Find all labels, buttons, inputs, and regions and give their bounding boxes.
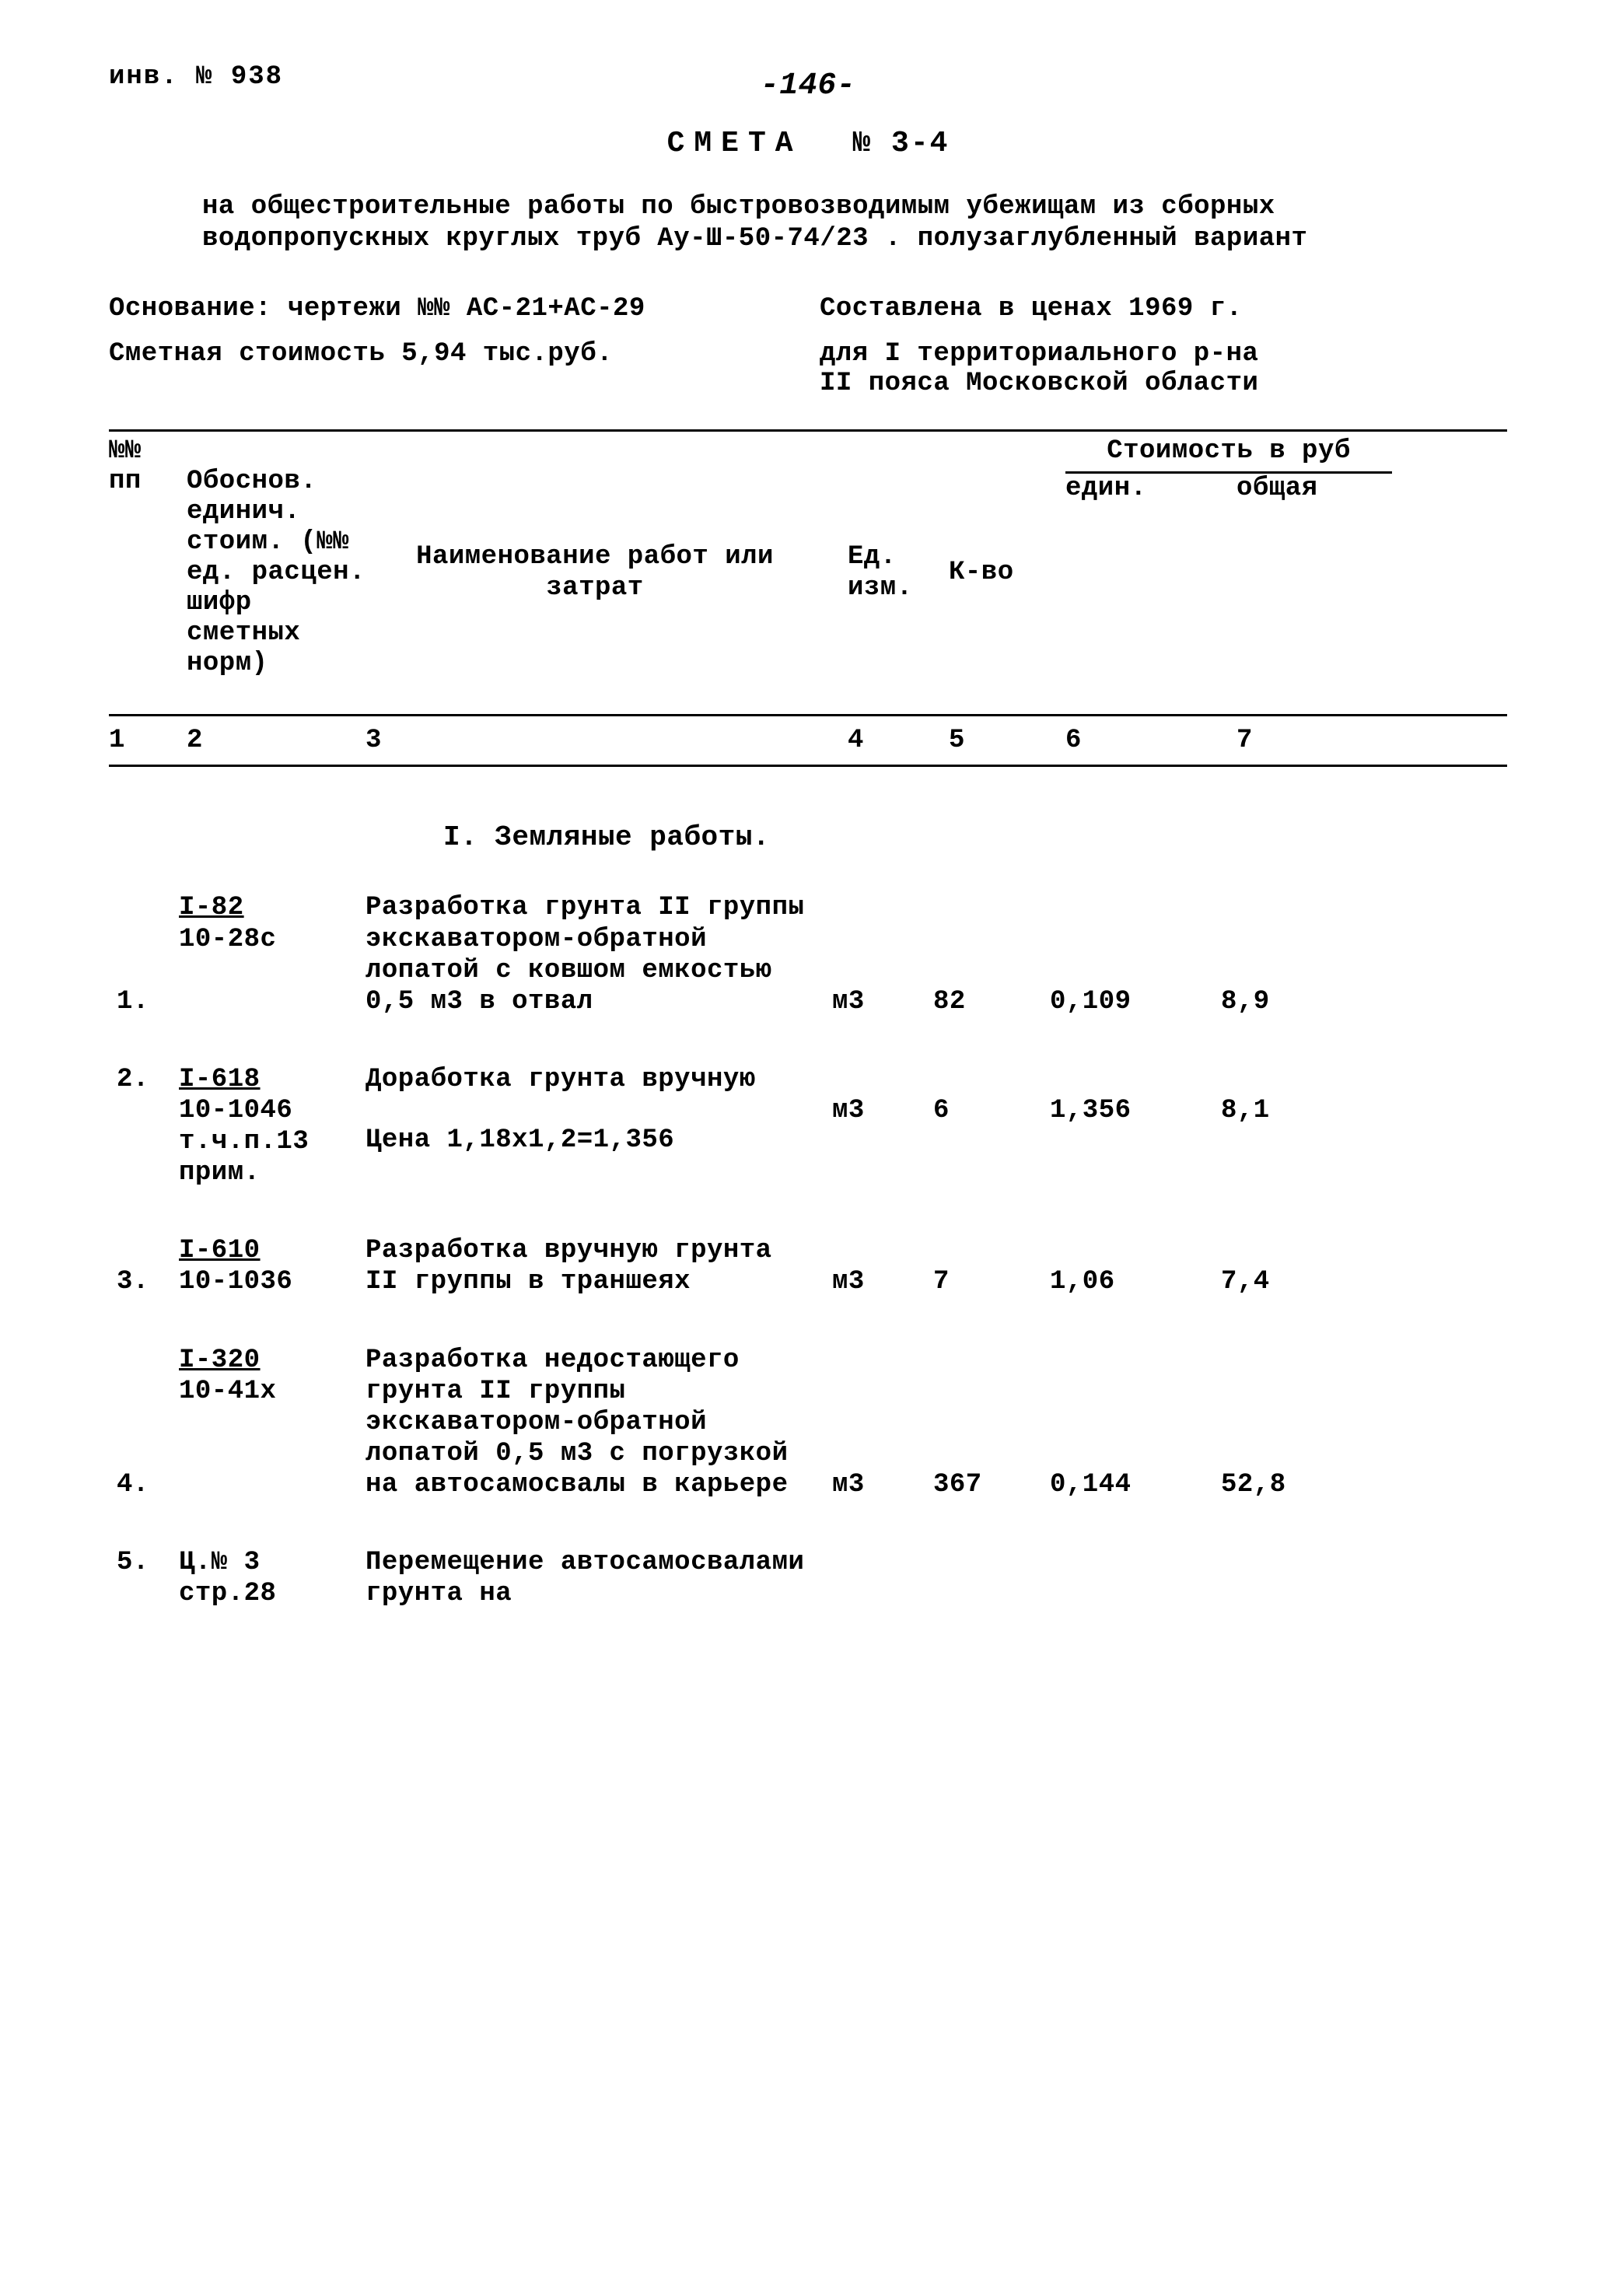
code-line: Ц.№ 3 (179, 1547, 366, 1578)
title-word: СМЕТА (667, 127, 803, 160)
item-desc: Разработка недостающего грунта II группы… (366, 1345, 832, 1501)
page-number: -146- (109, 68, 1507, 103)
table-row: 2. I-618 10-1046 т.ч.п.13 прим. Доработк… (109, 1064, 1507, 1188)
table-row: 4. I-320 10-41х Разработка недостающего … (109, 1345, 1507, 1501)
item-desc: Доработка грунта вручную Цена 1,18х1,2=1… (366, 1064, 832, 1156)
col7-label: общая (1236, 474, 1392, 504)
item-code: I-320 10-41х (179, 1345, 366, 1407)
item-total: 7,4 (1221, 1266, 1376, 1297)
table-row: 3. I-610 10-1036 Разработка вручную грун… (109, 1235, 1507, 1297)
code-line: 10-41х (179, 1376, 366, 1407)
col2-label: Обоснов. единич. стоим. (№№ ед. расцен. … (187, 467, 366, 680)
title-number: № 3-4 (852, 127, 949, 160)
item-num: 3. (109, 1266, 179, 1297)
item-qty: 6 (933, 1064, 1050, 1126)
estimate-cost: Сметная стоимость 5,94 тыс.руб. (109, 339, 796, 398)
item-code: I-618 10-1046 т.ч.п.13 прим. (179, 1064, 366, 1188)
item-desc: Перемещение автосамосвалами грунта на (366, 1547, 832, 1609)
item-total: 8,9 (1221, 986, 1376, 1017)
region-line-1: для I территориального р-на (820, 339, 1507, 369)
col4-label: Ед. изм. (848, 542, 949, 603)
colnum-3: 3 (366, 726, 848, 755)
item-unit-cost: 1,06 (1050, 1266, 1221, 1297)
prices-text: Составлена в ценах 1969 г. (796, 294, 1507, 324)
item-code: I-610 10-1036 (179, 1235, 366, 1297)
item-code: I-82 10-28с (179, 892, 366, 954)
section-title: I. Земляные работы. (109, 821, 1507, 853)
table-row: 1. I-82 10-28с Разработка грунта II груп… (109, 892, 1507, 1017)
item-num: 2. (109, 1064, 179, 1095)
item-unit-cost: 0,109 (1050, 986, 1221, 1017)
code-line: стр.28 (179, 1578, 366, 1609)
code-line: I-610 (179, 1235, 366, 1266)
item-desc: Разработка вручную грунта II группы в тр… (366, 1235, 832, 1297)
item-unit-cost: 0,144 (1050, 1469, 1221, 1500)
code-line: т.ч.п.13 (179, 1126, 366, 1157)
item-unit: м3 (832, 986, 933, 1017)
cost-group-label: Стоимость в руб (1065, 436, 1392, 474)
colnum-5: 5 (949, 726, 1065, 755)
item-desc-main: Доработка грунта вручную (366, 1064, 809, 1095)
item-qty: 82 (933, 986, 1050, 1017)
colnum-4: 4 (848, 726, 949, 755)
colnum-2: 2 (187, 726, 366, 755)
colnum-6: 6 (1065, 726, 1236, 755)
item-code: Ц.№ 3 стр.28 (179, 1547, 366, 1609)
inventory-number: инв. № 938 (109, 62, 283, 92)
col3-label: Наименование работ или затрат (366, 542, 824, 603)
item-total: 8,1 (1221, 1064, 1376, 1126)
col5-label: К-во (949, 558, 1014, 588)
colnum-1: 1 (109, 726, 187, 755)
code-line: 10-1046 (179, 1095, 366, 1126)
table-header: №№ пп Обоснов. единич. стоим. (№№ ед. ра… (109, 429, 1507, 768)
code-line: I-82 (179, 892, 366, 923)
item-num: 4. (109, 1469, 179, 1500)
colnum-7: 7 (1236, 726, 1392, 755)
item-unit: м3 (832, 1266, 933, 1297)
item-desc-extra: Цена 1,18х1,2=1,356 (366, 1125, 809, 1156)
code-line: I-320 (179, 1345, 366, 1376)
basis-text: Основание: чертежи №№ АС-21+АС-29 (109, 294, 796, 324)
item-num: 1. (109, 986, 179, 1017)
item-unit: м3 (832, 1469, 933, 1500)
table-row: 5. Ц.№ 3 стр.28 Перемещение автосамосвал… (109, 1547, 1507, 1609)
col6-label: един. (1065, 474, 1236, 504)
item-qty: 367 (933, 1469, 1050, 1500)
code-line: 10-1036 (179, 1266, 366, 1297)
col1-label-a: №№ (109, 436, 187, 467)
item-unit-cost: 1,356 (1050, 1064, 1221, 1126)
item-qty: 7 (933, 1266, 1050, 1297)
description: на общестроительные работы по быстровозв… (109, 191, 1507, 255)
code-line: прим. (179, 1157, 366, 1188)
item-num: 5. (109, 1547, 179, 1578)
region-line-2: II пояса Московской области (820, 369, 1507, 398)
code-line: I-618 (179, 1064, 366, 1095)
item-unit: м3 (832, 1064, 933, 1126)
code-line: 10-28с (179, 924, 366, 955)
item-desc: Разработка грунта II группы экскаватором… (366, 892, 832, 1017)
item-total: 52,8 (1221, 1469, 1376, 1500)
col1-label-b: пп (109, 467, 187, 497)
